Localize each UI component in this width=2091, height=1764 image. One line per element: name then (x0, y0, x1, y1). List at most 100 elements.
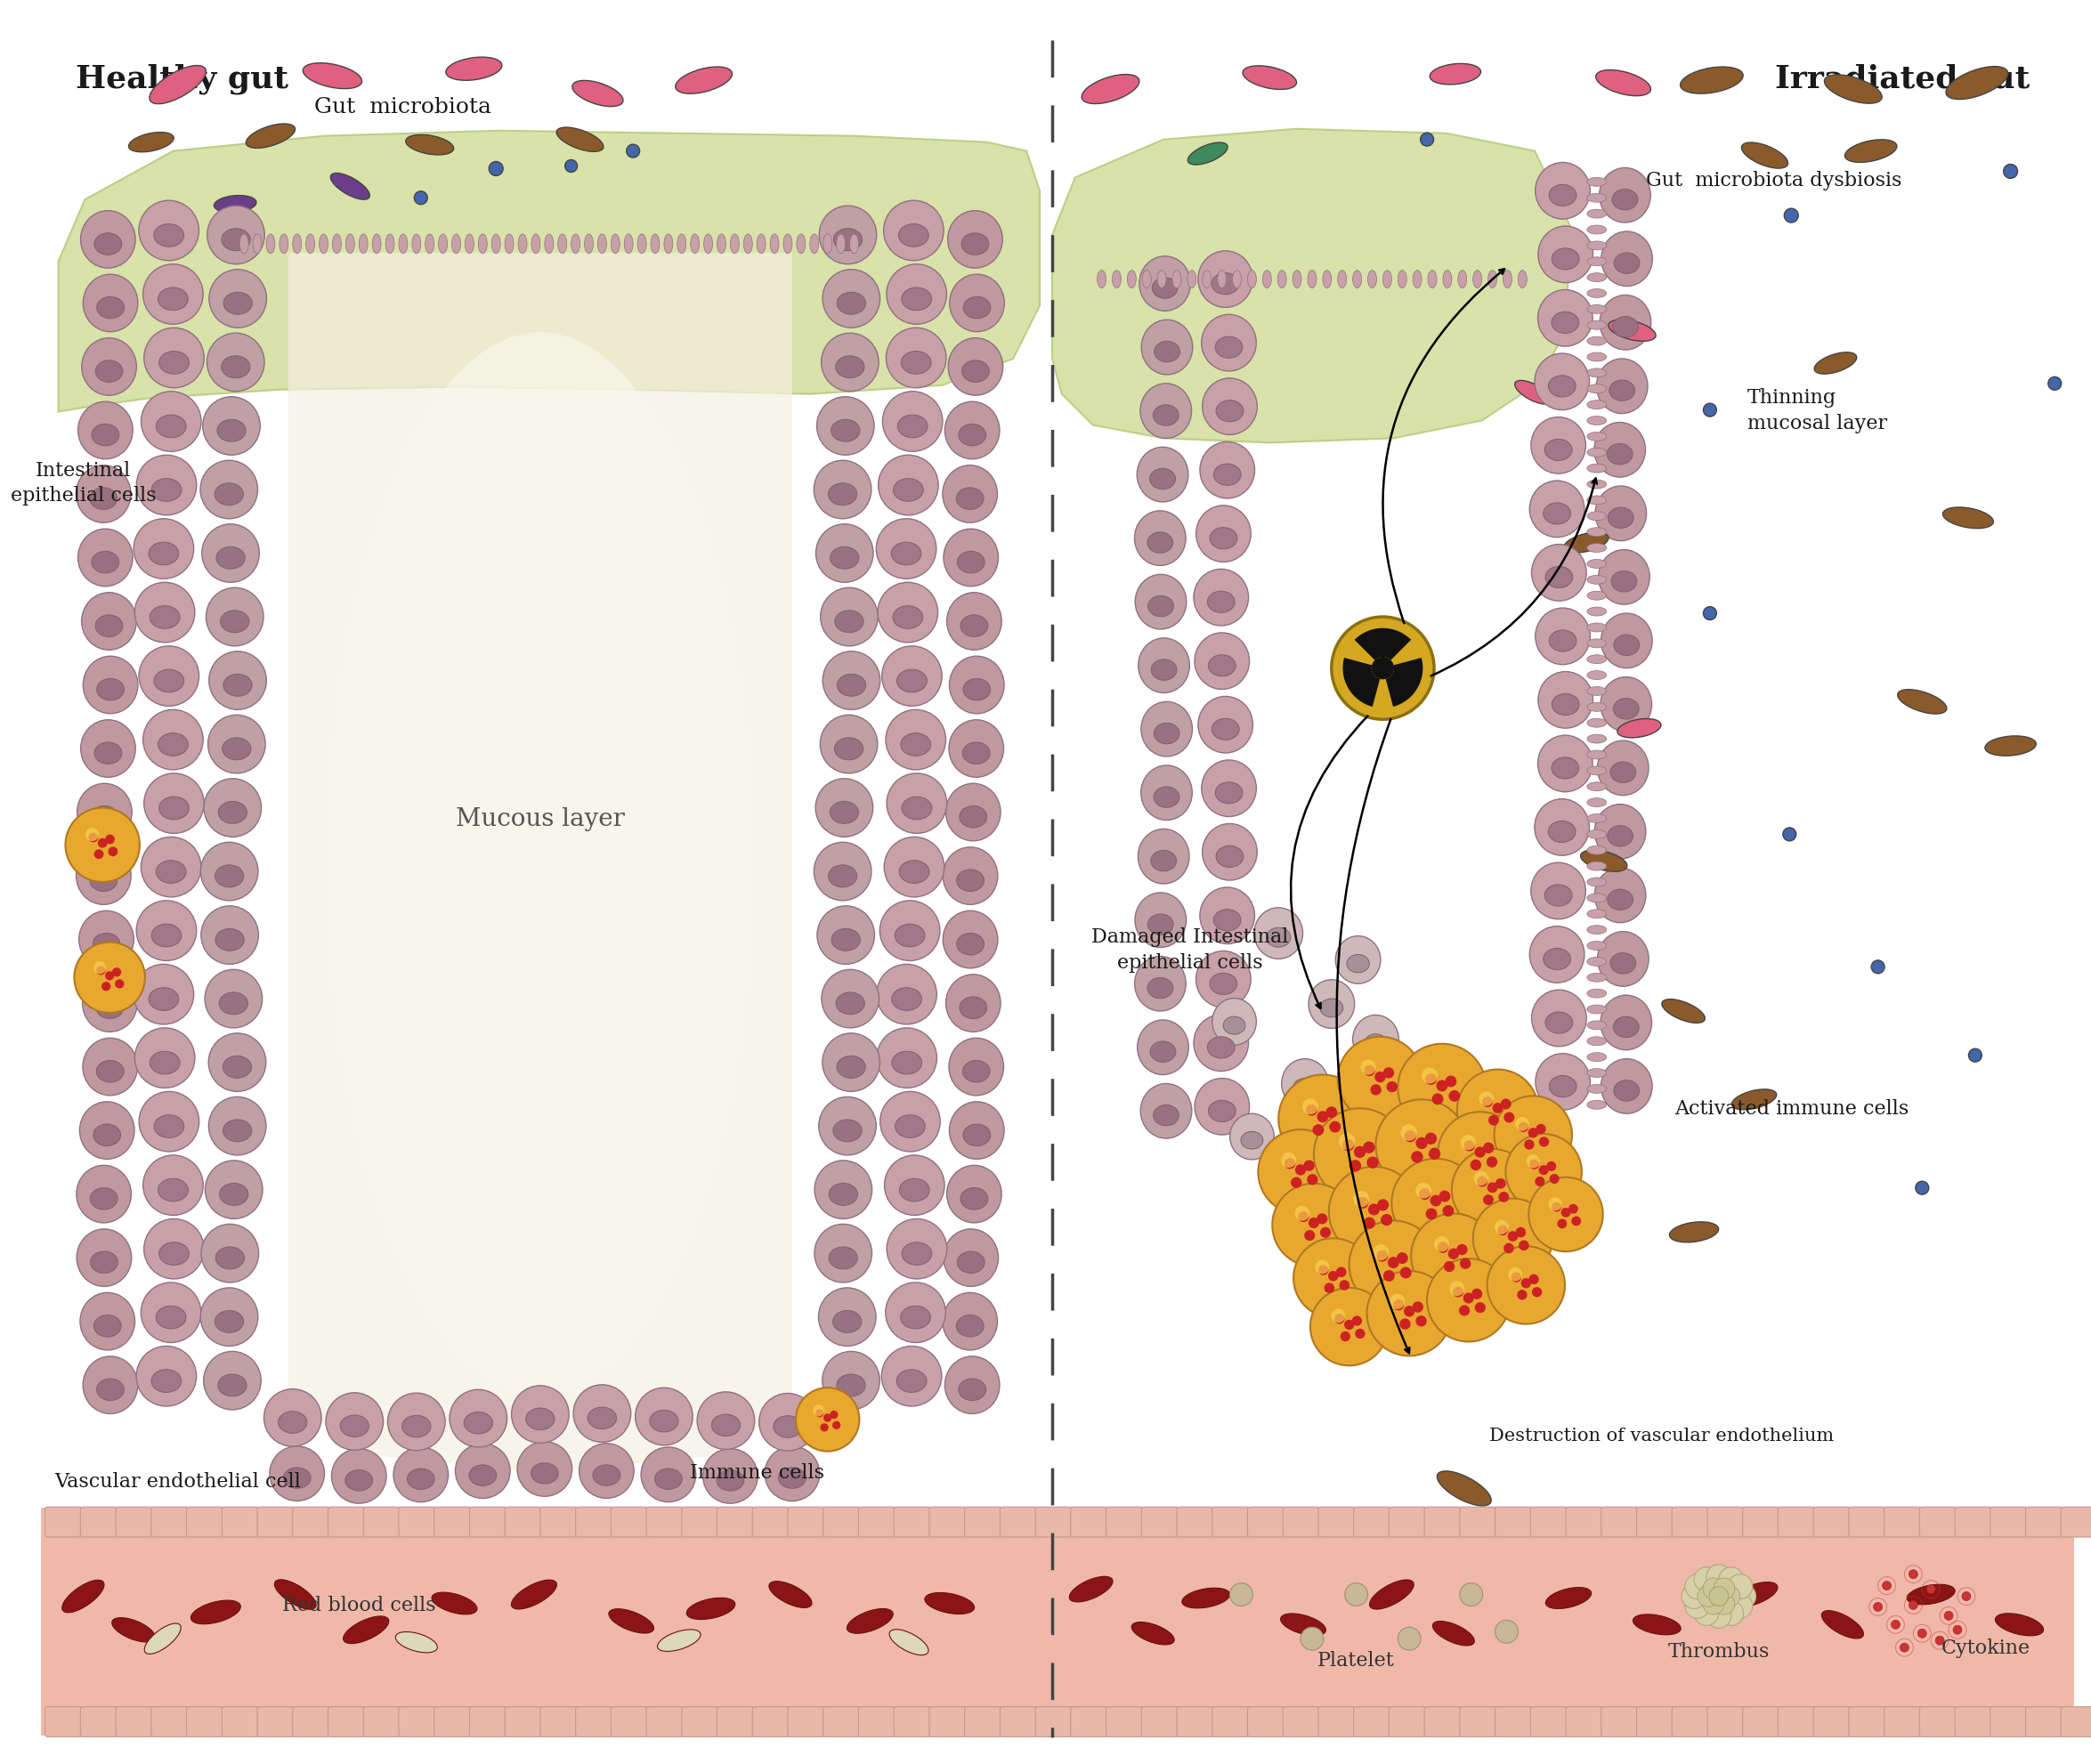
Ellipse shape (949, 720, 1004, 778)
Ellipse shape (1587, 751, 1606, 760)
Ellipse shape (1587, 321, 1606, 330)
Circle shape (1447, 1249, 1460, 1259)
Ellipse shape (1587, 353, 1606, 362)
FancyBboxPatch shape (1637, 1708, 1673, 1738)
Ellipse shape (573, 81, 623, 108)
Ellipse shape (1539, 228, 1593, 284)
Ellipse shape (1587, 464, 1606, 473)
Ellipse shape (897, 670, 926, 693)
Ellipse shape (594, 1464, 621, 1485)
FancyBboxPatch shape (1848, 1506, 1886, 1536)
Ellipse shape (1608, 321, 1656, 342)
Ellipse shape (836, 293, 866, 316)
Circle shape (1416, 1184, 1432, 1200)
Ellipse shape (479, 235, 487, 254)
Ellipse shape (638, 235, 646, 254)
FancyBboxPatch shape (257, 1506, 295, 1536)
Ellipse shape (818, 1288, 876, 1346)
Circle shape (1460, 1134, 1476, 1150)
Ellipse shape (820, 1097, 876, 1155)
Ellipse shape (1140, 385, 1192, 439)
Circle shape (1470, 1159, 1480, 1171)
Circle shape (1391, 1295, 1405, 1309)
FancyBboxPatch shape (1673, 1506, 1708, 1536)
Ellipse shape (1152, 279, 1177, 300)
Ellipse shape (1154, 1106, 1179, 1125)
Circle shape (1313, 1108, 1405, 1201)
Ellipse shape (1430, 65, 1480, 85)
Ellipse shape (774, 1416, 803, 1438)
Ellipse shape (887, 1219, 947, 1279)
FancyBboxPatch shape (859, 1708, 895, 1738)
FancyBboxPatch shape (1213, 1506, 1248, 1536)
Text: Gut  microbiota dysbiosis: Gut microbiota dysbiosis (1646, 171, 1901, 191)
Circle shape (1953, 1625, 1961, 1633)
Circle shape (1338, 1037, 1422, 1122)
Ellipse shape (1397, 272, 1407, 289)
Ellipse shape (1217, 272, 1225, 289)
Ellipse shape (1213, 998, 1257, 1046)
Circle shape (1460, 1258, 1470, 1270)
Ellipse shape (1587, 815, 1606, 824)
Ellipse shape (284, 1468, 312, 1489)
Ellipse shape (1669, 1222, 1719, 1242)
Ellipse shape (1135, 575, 1186, 630)
Circle shape (1508, 1231, 1518, 1242)
Circle shape (1357, 1198, 1368, 1208)
Ellipse shape (96, 679, 123, 700)
Ellipse shape (1587, 575, 1606, 584)
Circle shape (94, 850, 105, 859)
Ellipse shape (962, 743, 989, 764)
Ellipse shape (1587, 258, 1606, 266)
FancyBboxPatch shape (115, 1708, 153, 1738)
Ellipse shape (1543, 949, 1570, 970)
Ellipse shape (201, 843, 257, 901)
FancyBboxPatch shape (1884, 1708, 1922, 1738)
Circle shape (1474, 1171, 1489, 1185)
Ellipse shape (1984, 736, 2037, 757)
Ellipse shape (945, 975, 1002, 1032)
Ellipse shape (1282, 1058, 1328, 1108)
Ellipse shape (1968, 1050, 1982, 1062)
FancyBboxPatch shape (1284, 1506, 1319, 1536)
Ellipse shape (1202, 272, 1211, 289)
Ellipse shape (1614, 254, 1639, 275)
Ellipse shape (326, 1394, 383, 1450)
Circle shape (1529, 1178, 1604, 1252)
Circle shape (1685, 1593, 1710, 1618)
Ellipse shape (412, 235, 420, 254)
Circle shape (1324, 1282, 1334, 1293)
FancyBboxPatch shape (1955, 1708, 1993, 1738)
Ellipse shape (1443, 272, 1451, 289)
Ellipse shape (274, 1581, 316, 1609)
Ellipse shape (92, 425, 119, 446)
Ellipse shape (611, 235, 619, 254)
Ellipse shape (224, 293, 253, 316)
Circle shape (813, 1404, 824, 1416)
Ellipse shape (899, 224, 928, 247)
Ellipse shape (134, 582, 194, 644)
Ellipse shape (1587, 194, 1606, 203)
Ellipse shape (96, 298, 123, 319)
Ellipse shape (1545, 1013, 1572, 1034)
Wedge shape (1342, 658, 1380, 707)
Ellipse shape (224, 674, 253, 697)
Ellipse shape (1731, 1090, 1777, 1110)
Ellipse shape (1600, 169, 1650, 224)
Circle shape (1282, 1152, 1296, 1168)
Ellipse shape (205, 780, 261, 838)
Ellipse shape (77, 402, 134, 460)
Ellipse shape (1823, 76, 1882, 104)
Circle shape (1451, 1150, 1533, 1231)
FancyBboxPatch shape (1531, 1506, 1568, 1536)
FancyBboxPatch shape (646, 1708, 684, 1738)
Text: Immune cells: Immune cells (690, 1462, 824, 1482)
Ellipse shape (836, 356, 864, 379)
Polygon shape (289, 254, 792, 1473)
Circle shape (88, 833, 98, 843)
Circle shape (1495, 1178, 1506, 1189)
Circle shape (96, 967, 105, 975)
Ellipse shape (832, 930, 859, 951)
Text: Vascular endothelial cell: Vascular endothelial cell (54, 1471, 301, 1491)
Ellipse shape (1545, 439, 1572, 460)
